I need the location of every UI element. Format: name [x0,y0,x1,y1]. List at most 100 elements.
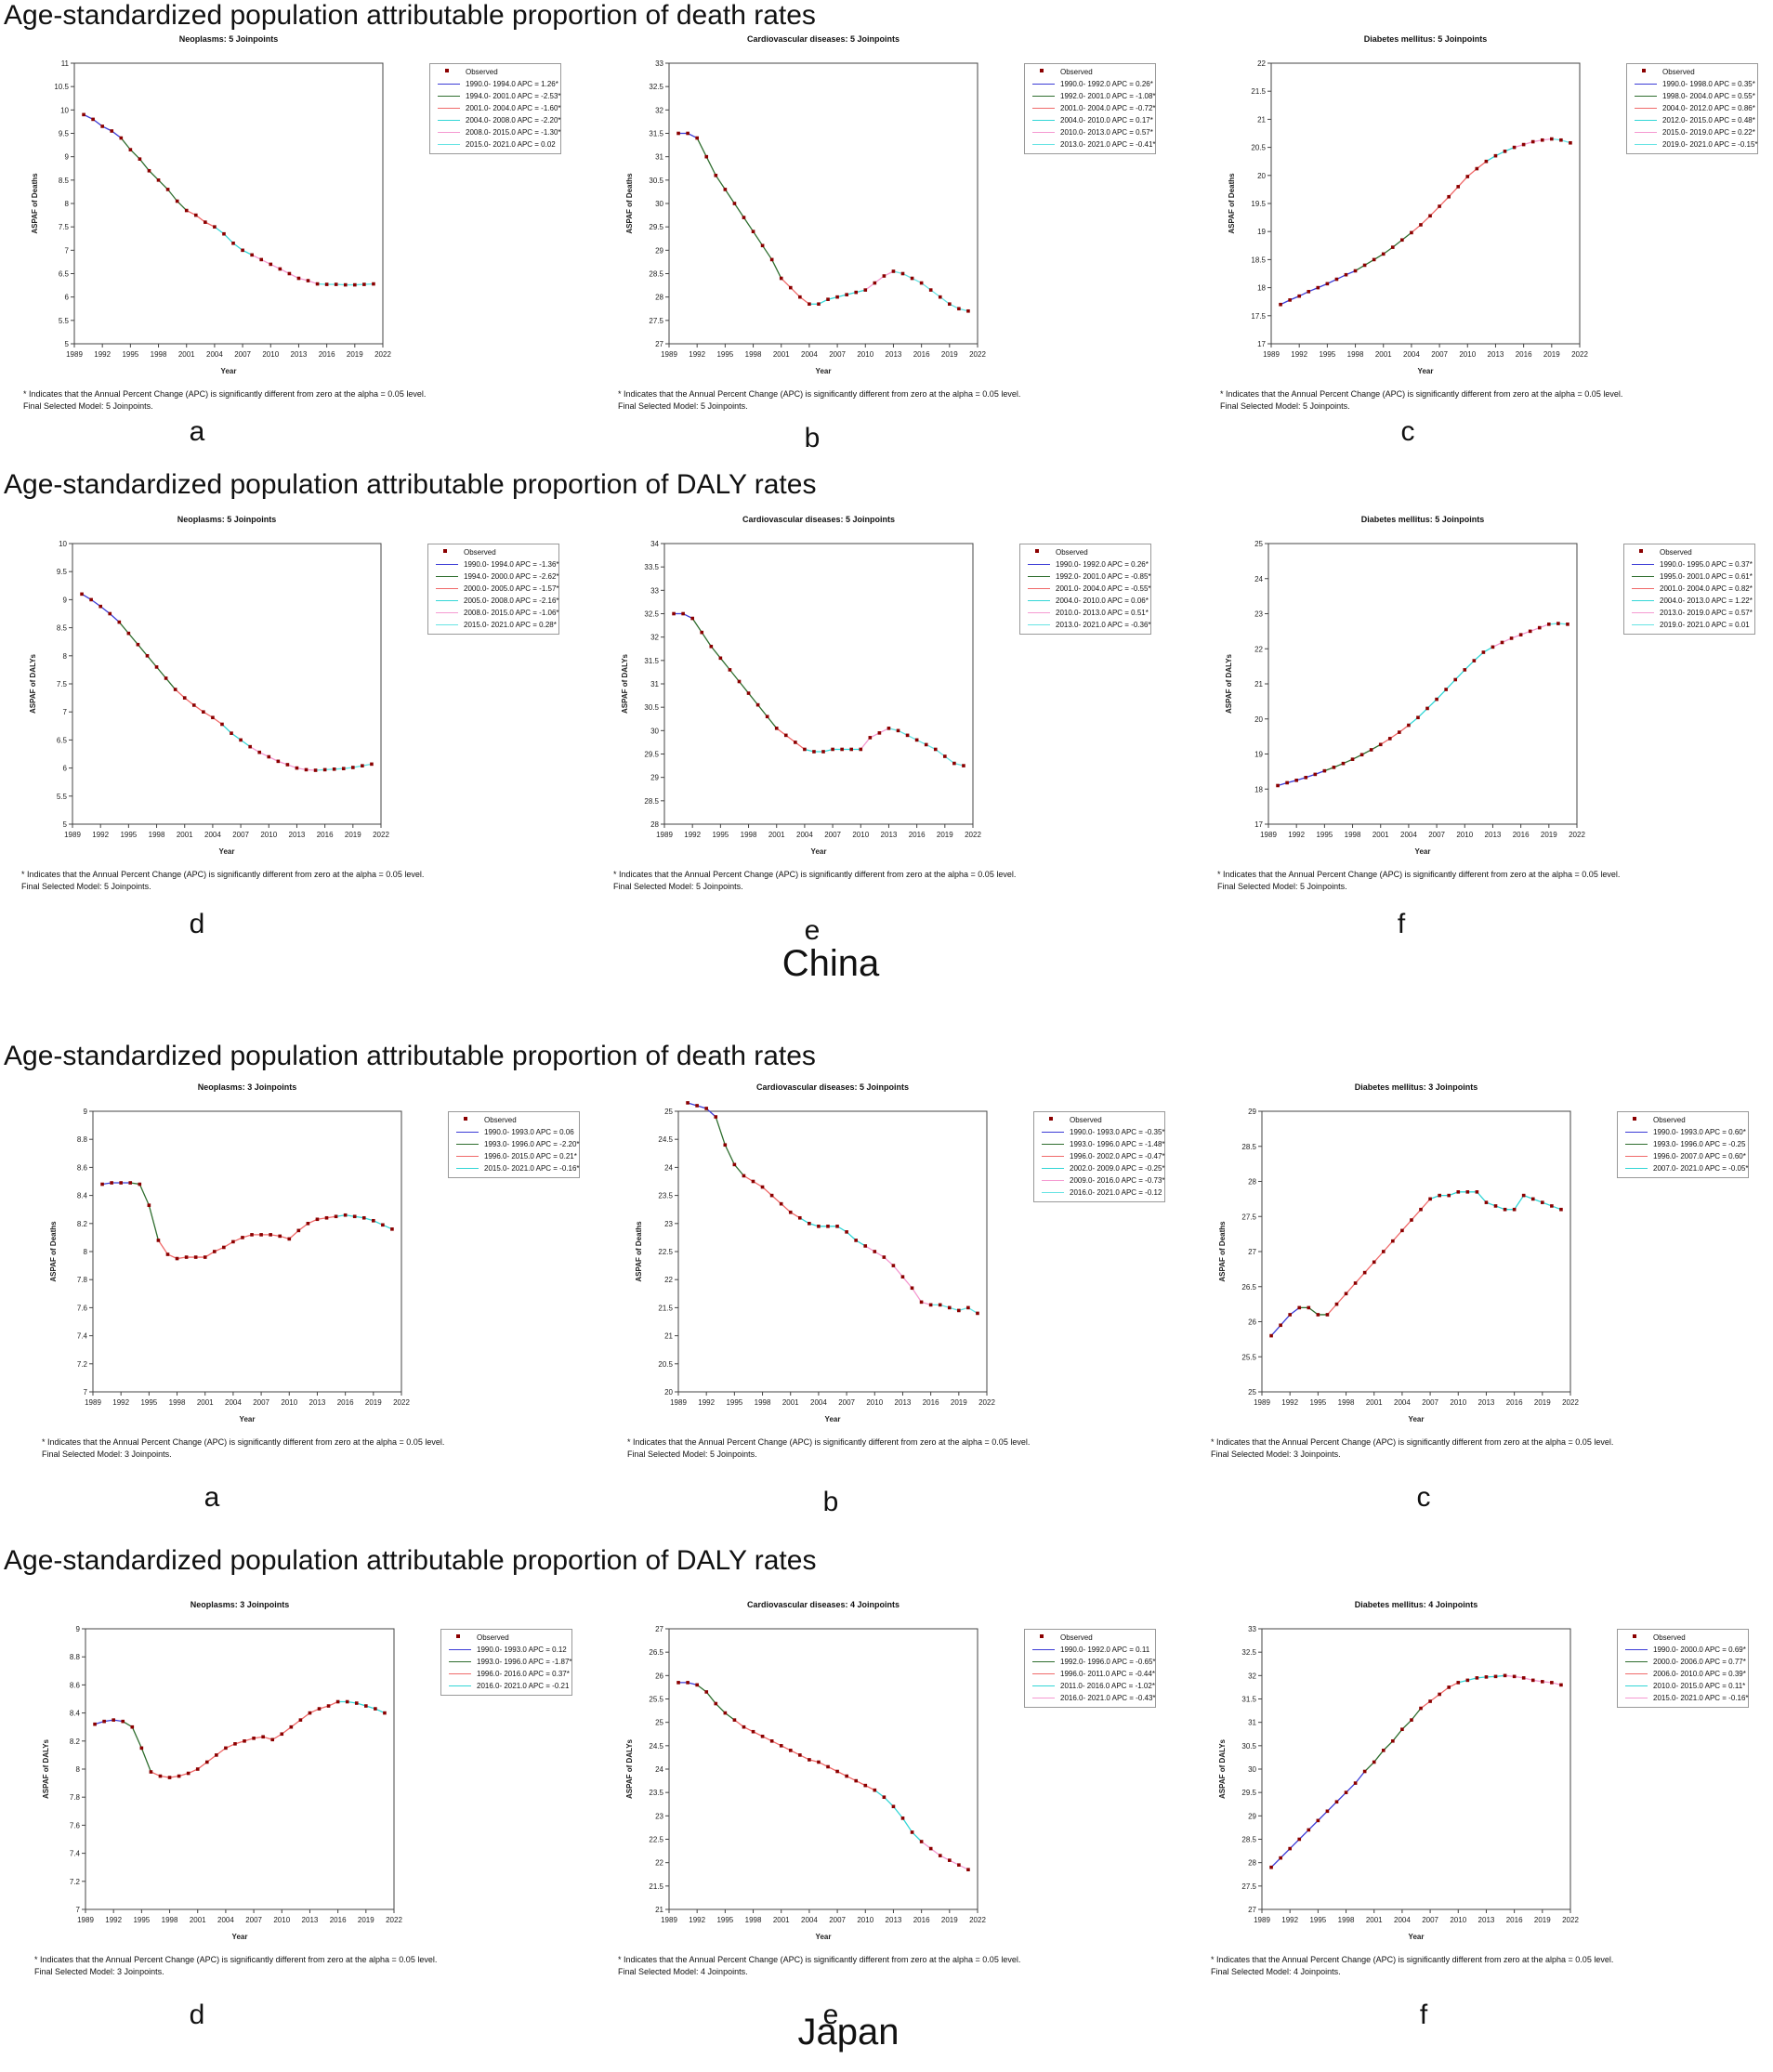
x-tick-label: 2004 [1400,831,1417,839]
chart-title: Cardiovascular diseases: 5 Joinpoints [746,34,900,44]
y-tick-label: 21 [655,1906,663,1914]
y-tick-label: 22 [1254,645,1263,653]
x-tick-label: 2004 [217,1916,234,1924]
y-tick-label: 20 [1254,715,1263,724]
y-tick-label: 22.5 [658,1248,673,1256]
legend-segment: 2013.0- 2019.0 APC = 0.57* [1628,607,1753,619]
observed-point [175,199,179,203]
legend-segment: 1996.0- 2011.0 APC = -0.44* [1029,1668,1155,1680]
segment-swatch-icon [1032,96,1055,97]
y-tick-label: 8.5 [57,624,68,633]
observed-point [714,1115,718,1119]
y-axis-label: ASPAF of Deaths [625,173,634,234]
y-tick-label: 11 [61,59,70,68]
y-tick-label: 18 [1257,284,1266,293]
observed-point [845,1774,848,1778]
legend-label: Observed [1662,68,1695,76]
y-tick-label: 25 [1248,1388,1256,1397]
y-tick-label: 25.5 [649,1696,663,1704]
y-tick-label: 22 [664,1276,673,1284]
segment-line [1326,1198,1431,1316]
observed-point [252,1736,256,1740]
y-tick-label: 7.5 [57,680,68,688]
y-tick-label: 6 [63,765,68,773]
y-tick-label: 29.5 [644,751,659,759]
x-tick-label: 2022 [1562,1916,1579,1924]
y-tick-label: 27 [655,340,663,348]
observed-point [798,1753,802,1757]
x-tick-label: 2013 [886,1916,902,1924]
x-tick-label: 2007 [1431,350,1448,359]
chart-panel: 17 17.5 18 18.5 19 19.5 20 20.5 21 21.5 22 1989 1992… [1206,33,1773,411]
observed-point [808,1222,811,1226]
observed-point [1400,1228,1404,1233]
observed-point [919,1300,924,1305]
legend-label: 2001.0- 2004.0 APC = 0.82* [1660,584,1753,593]
y-tick-label: 9 [65,153,70,162]
observed-point [1512,1207,1517,1212]
y-tick-label: 28 [655,294,663,302]
observed-point [102,1719,106,1724]
y-tick-label: 8 [63,652,68,661]
y-tick-label: 7 [84,1388,88,1397]
y-tick-label: 8.2 [77,1220,88,1228]
observed-point [765,715,769,719]
final-model-prefix: Final Selected Model: [34,1967,118,1976]
y-tick-label: 28.5 [1241,1143,1256,1151]
y-tick-label: 32.5 [649,83,663,91]
subfigure-letter: b [822,1487,839,1517]
x-tick-label: 1995 [1309,1916,1326,1924]
x-axis-label: Year [232,1933,248,1941]
y-tick-label: 6.5 [59,270,70,279]
observed-point [295,766,299,770]
x-tick-label: 1992 [684,831,701,839]
y-tick-label: 31.5 [644,657,659,665]
segment-swatch-icon [436,612,458,613]
legend-label: 1995.0- 2001.0 APC = 0.61* [1660,572,1753,581]
observed-point [1325,1313,1330,1317]
segment-swatch-icon [449,1685,471,1686]
y-tick-label: 25 [664,1108,673,1116]
segment-swatch-icon [1032,1685,1055,1686]
observed-point [957,1863,961,1867]
observed-point [1530,1197,1535,1201]
observed-point [732,1718,737,1722]
observed-point [1465,175,1470,178]
legend-segment: 2004.0- 2010.0 APC = 0.17* [1029,114,1153,126]
x-tick-label: 1995 [1319,350,1335,359]
observed-point [1334,1302,1339,1306]
observed-point [1325,1809,1330,1814]
observed-marker-icon [443,549,447,553]
observed-point [891,1264,896,1267]
x-tick-label: 2022 [969,350,986,359]
observed-point [270,1738,275,1742]
observed-point [128,148,133,151]
observed-point [873,1250,877,1253]
x-tick-label: 1995 [122,350,138,359]
observed-point [849,747,854,752]
footnote-significance: * Indicates that the Annual Percent Chan… [1211,1437,1614,1447]
legend-segment: 2010.0- 2013.0 APC = 0.51* [1024,607,1149,619]
x-tick-label: 2007 [824,831,841,839]
observed-point [1453,677,1458,682]
x-tick-label: 2007 [829,350,846,359]
segment-swatch-icon [1625,1649,1648,1650]
x-tick-label: 2016 [923,1398,939,1407]
legend: Observed 1990.0- 1994.0 APC = -1.36* 1994.… [427,544,559,635]
x-tick-label: 1995 [1316,831,1333,839]
chart-panel: 27 27.5 28 28.5 29 29.5 30 30.5 31 31.5 32 32.5 33 19… [1197,1598,1764,1976]
legend-label: 1993.0- 1996.0 APC = -1.87* [477,1658,572,1666]
observed-point [243,1739,246,1743]
x-tick-label: 2022 [373,831,389,839]
observed-point [108,611,112,616]
x-axis-label: Year [1415,847,1431,856]
x-tick-label: 2010 [1459,350,1476,359]
legend-observed: Observed [1622,1114,1744,1126]
x-tick-label: 1998 [741,831,757,839]
observed-point [147,1203,151,1207]
observed-point [863,1783,868,1788]
segment-line [864,270,894,291]
legend-label: 2004.0- 2013.0 APC = 1.22* [1660,597,1753,605]
legend: Observed 1990.0- 1992.0 APC = 0.11 1992.0-… [1024,1629,1156,1708]
legend-label: 2010.0- 2013.0 APC = 0.57* [1060,128,1153,137]
